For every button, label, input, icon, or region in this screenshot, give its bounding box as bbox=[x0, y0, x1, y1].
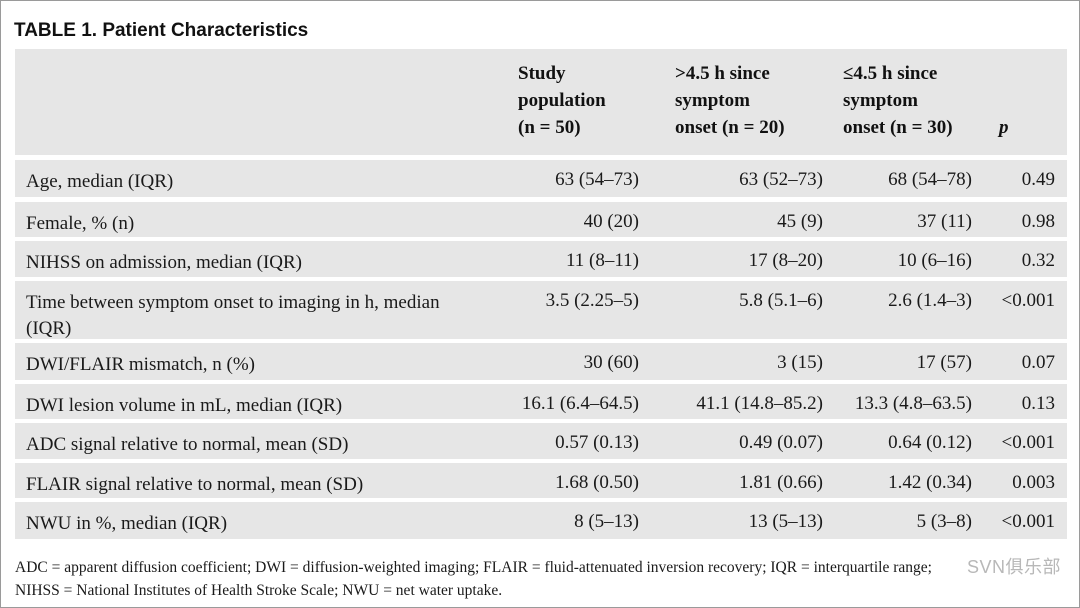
table-row: NIHSS on admission, median (IQR) 11 (8–11… bbox=[15, 241, 1067, 277]
footnote-line: NIHSS = National Institutes of Health St… bbox=[15, 582, 503, 599]
cell-gt45: 1.81 (0.66) bbox=[739, 472, 823, 493]
cell-p: <0.001 bbox=[1001, 511, 1055, 532]
cell-gt45: 13 (5–13) bbox=[748, 511, 823, 532]
cell-le45: 1.42 (0.34) bbox=[888, 472, 972, 493]
row-label: NIHSS on admission, median (IQR) bbox=[26, 252, 303, 273]
cell-study: 8 (5–13) bbox=[574, 511, 639, 532]
table-header: Study population (n = 50) >4.5 h since s… bbox=[15, 49, 1067, 155]
cell-le45: 68 (54–78) bbox=[888, 169, 972, 190]
cell-gt45: 63 (52–73) bbox=[739, 169, 823, 190]
table-row: DWI/FLAIR mismatch, n (%) 30 (60) 3 (15) 17… bbox=[15, 343, 1067, 380]
table-row: FLAIR signal relative to normal, mean (S… bbox=[15, 463, 1067, 498]
title-bar: TABLE 1. Patient Characteristics bbox=[1, 1, 1079, 49]
cell-le45: 10 (6–16) bbox=[897, 250, 972, 271]
table-row: NWU in %, median (IQR) 8 (5–13) 13 (5–13) 5… bbox=[15, 502, 1067, 539]
cell-le45: 37 (11) bbox=[917, 211, 972, 232]
row-label: Female, % (n) bbox=[26, 213, 135, 234]
table-row: Female, % (n) 40 (20) 45 (9) 37 (11) 0.98 bbox=[15, 202, 1067, 237]
cell-le45: 17 (57) bbox=[916, 352, 972, 373]
row-label: NWU in %, median (IQR) bbox=[26, 513, 228, 534]
cell-p: 0.32 bbox=[1021, 250, 1055, 271]
cell-gt45: 0.49 (0.07) bbox=[739, 432, 823, 453]
cell-study: 3.5 (2.25–5) bbox=[545, 290, 639, 311]
column-header-study-population: Study population (n = 50) bbox=[518, 63, 606, 138]
table-row: Age, median (IQR) 63 (54–73) 63 (52–73) 68 … bbox=[15, 160, 1067, 197]
cell-le45: 13.3 (4.8–63.5) bbox=[854, 393, 972, 414]
cell-study: 11 (8–11) bbox=[566, 250, 639, 271]
row-label: Age, median (IQR) bbox=[26, 171, 174, 192]
cell-study: 40 (20) bbox=[583, 211, 639, 232]
cell-study: 16.1 (6.4–64.5) bbox=[521, 393, 639, 414]
row-label: DWI/FLAIR mismatch, n (%) bbox=[26, 354, 256, 375]
cell-gt45: 45 (9) bbox=[777, 211, 823, 232]
cell-study: 1.68 (0.50) bbox=[555, 472, 639, 493]
column-header-under-4-5h: ≤4.5 h since symptom onset (n = 30) bbox=[843, 63, 953, 138]
cell-p: 0.13 bbox=[1021, 393, 1055, 414]
cell-le45: 0.64 (0.12) bbox=[888, 432, 972, 453]
table-row: ADC signal relative to normal, mean (SD)… bbox=[15, 423, 1067, 459]
cell-study: 0.57 (0.13) bbox=[555, 432, 639, 453]
table-row: Time between symptom onset to imaging in… bbox=[15, 281, 1067, 339]
cell-study: 30 (60) bbox=[583, 352, 639, 373]
cell-study: 63 (54–73) bbox=[555, 169, 639, 190]
cell-p: 0.07 bbox=[1021, 352, 1055, 373]
cell-gt45: 41.1 (14.8–85.2) bbox=[696, 393, 823, 414]
footnote-line: ADC = apparent diffusion coefficient; DW… bbox=[15, 559, 932, 576]
row-label: FLAIR signal relative to normal, mean (S… bbox=[26, 474, 364, 495]
cell-p: 0.003 bbox=[1012, 472, 1055, 493]
table-row: DWI lesion volume in mL, median (IQR) 16.… bbox=[15, 384, 1067, 419]
column-header-p: p bbox=[999, 117, 1009, 138]
table-footnote: ADC = apparent diffusion coefficient; DW… bbox=[15, 556, 1073, 602]
table-title: TABLE 1. Patient Characteristics bbox=[14, 20, 309, 41]
cell-gt45: 3 (15) bbox=[777, 352, 823, 373]
cell-le45: 2.6 (1.4–3) bbox=[888, 290, 972, 311]
row-label: Time between symptom onset to imaging in… bbox=[26, 292, 440, 339]
cell-p: 0.49 bbox=[1021, 169, 1055, 190]
cell-gt45: 17 (8–20) bbox=[748, 250, 823, 271]
row-label: DWI lesion volume in mL, median (IQR) bbox=[26, 395, 343, 416]
cell-gt45: 5.8 (5.1–6) bbox=[739, 290, 823, 311]
cell-le45: 5 (3–8) bbox=[916, 511, 972, 532]
cell-p: <0.001 bbox=[1001, 432, 1055, 453]
cell-p: <0.001 bbox=[1001, 290, 1055, 311]
watermark: SVN俱乐部 bbox=[966, 557, 1061, 577]
column-header-over-4-5h: >4.5 h since symptom onset (n = 20) bbox=[675, 63, 785, 138]
row-label: ADC signal relative to normal, mean (SD) bbox=[26, 434, 349, 455]
cell-p: 0.98 bbox=[1021, 211, 1055, 232]
